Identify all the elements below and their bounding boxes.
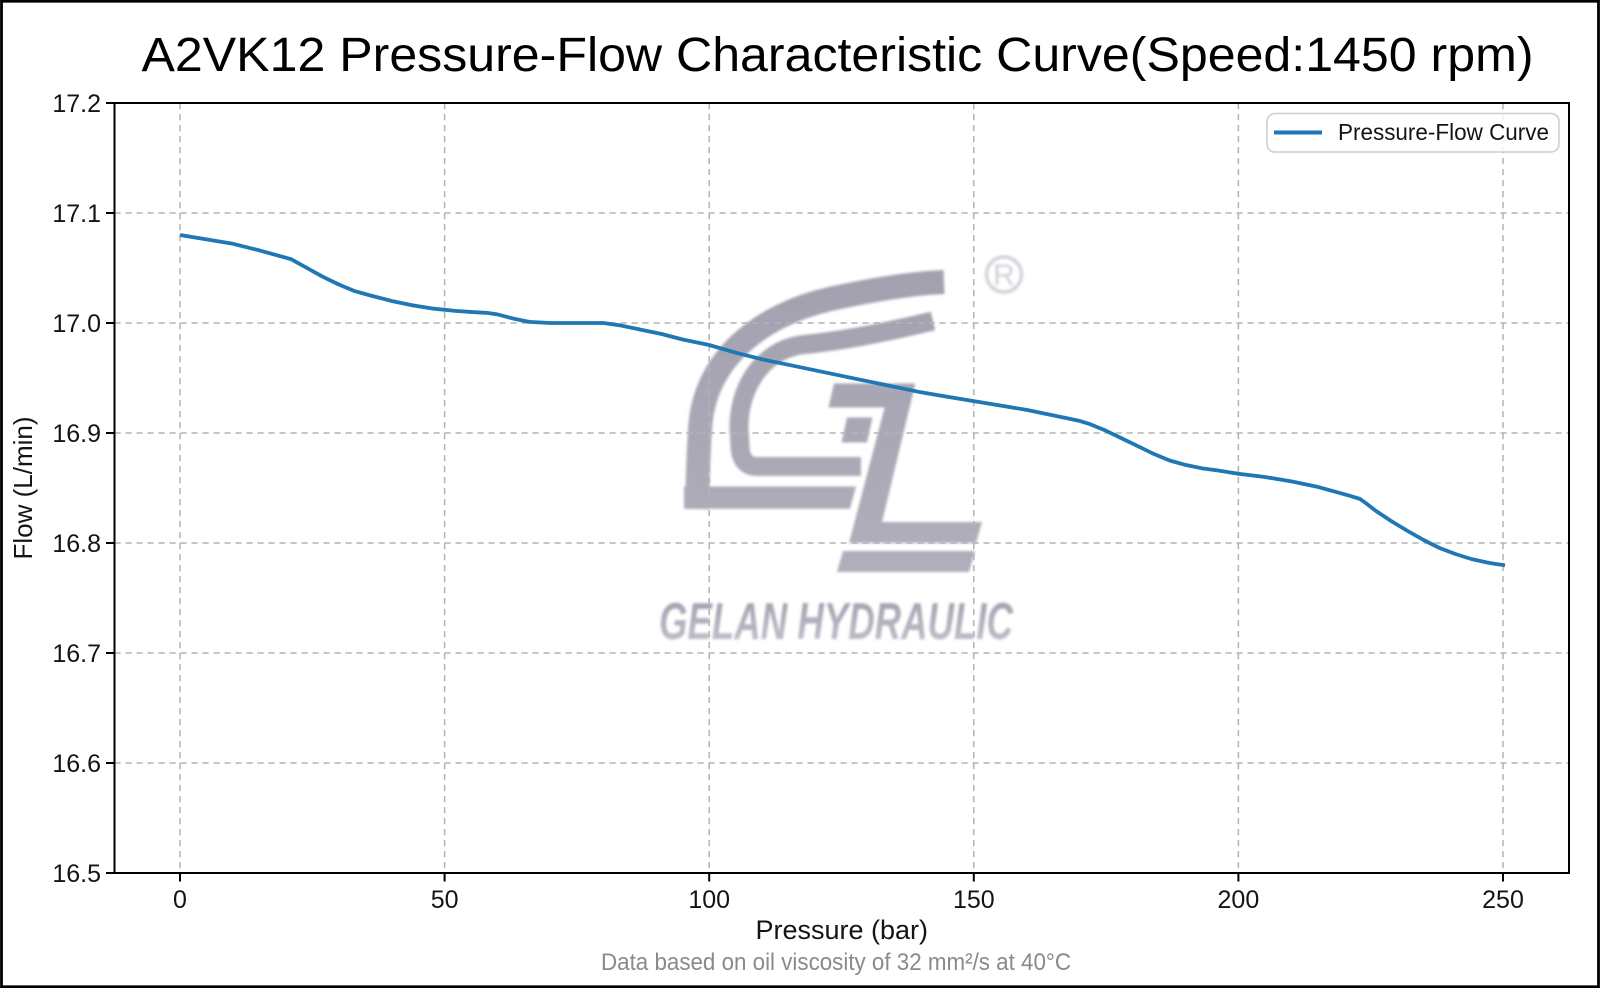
svg-text:200: 200 — [1218, 886, 1260, 914]
svg-text:GELAN HYDRAULIC: GELAN HYDRAULIC — [659, 593, 1014, 651]
svg-text:100: 100 — [688, 886, 730, 914]
svg-text:17.1: 17.1 — [52, 200, 101, 228]
svg-text:17.0: 17.0 — [52, 310, 101, 338]
svg-text:0: 0 — [173, 886, 187, 914]
svg-text:16.7: 16.7 — [52, 640, 101, 668]
svg-text:16.8: 16.8 — [52, 530, 101, 558]
svg-text:A2VK12 Pressure-Flow Character: A2VK12 Pressure-Flow Characteristic Curv… — [142, 29, 1534, 82]
svg-text:Data based on oil viscosity of: Data based on oil viscosity of 32 mm²/s … — [601, 949, 1071, 976]
svg-text:R: R — [993, 259, 1015, 292]
svg-text:Pressure (bar): Pressure (bar) — [755, 915, 928, 945]
svg-text:16.5: 16.5 — [52, 860, 101, 888]
svg-text:150: 150 — [953, 886, 995, 914]
svg-text:17.2: 17.2 — [52, 90, 101, 118]
svg-text:Pressure-Flow Curve: Pressure-Flow Curve — [1338, 119, 1549, 145]
svg-text:50: 50 — [431, 886, 459, 914]
svg-text:16.6: 16.6 — [52, 750, 101, 778]
svg-text:16.9: 16.9 — [52, 420, 101, 448]
svg-text:Flow (L/min): Flow (L/min) — [8, 416, 38, 559]
svg-text:250: 250 — [1482, 886, 1524, 914]
